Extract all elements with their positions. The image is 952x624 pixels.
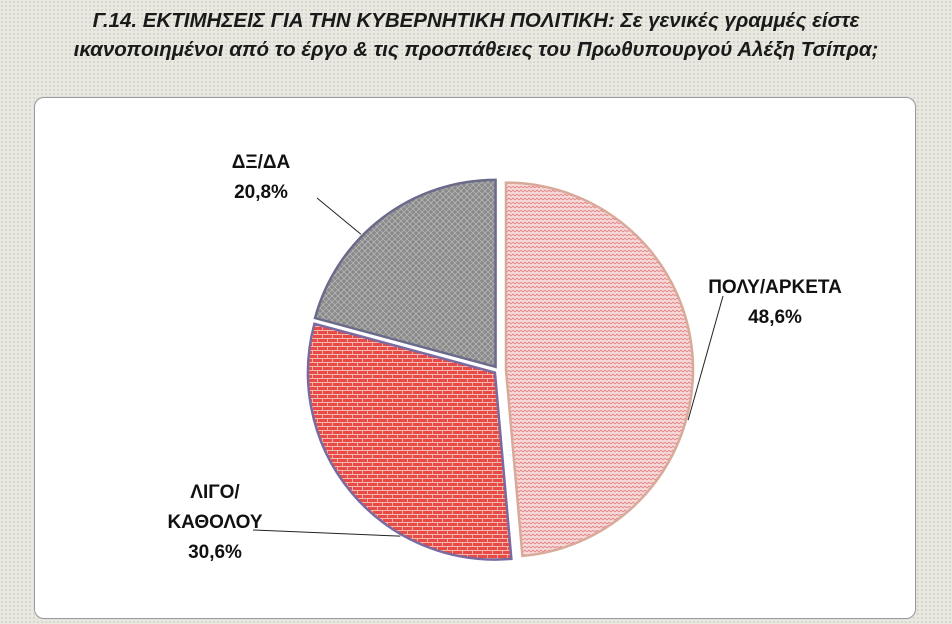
slice-value-label-0: 48,6%: [748, 307, 802, 328]
chart-title: Γ.14. ΕΚΤΙΜΗΣΕΙΣ ΓΙΑ ΤΗΝ ΚΥΒΕΡΝΗΤΙΚΗ ΠΟΛ…: [0, 6, 952, 64]
pie-slice-2: [313, 178, 497, 369]
slice-value-label-2: 20,8%: [234, 182, 288, 203]
chart-area: ΠΟΛΥ/ΑΡΚΕΤΑ 48,6% ΛΙΓΟ/ΚΑΘΟΛΟΥ 30,6% ΔΞ/ΔΑ 20…: [34, 97, 916, 619]
title-line-1: Γ.14. ΕΚΤΙΜΗΣΕΙΣ ΓΙΑ ΤΗΝ ΚΥΒΕΡΝΗΤΙΚΗ ΠΟΛ…: [92, 9, 860, 32]
leader-line-1: [252, 529, 401, 537]
pie-slice-1: [306, 322, 513, 561]
pie-slice-0: [504, 181, 695, 558]
slice-category-label-1: ΚΑΘΟΛΟΥ: [167, 512, 262, 533]
slice-category-label-0: ΠΟΛΥ/ΑΡΚΕΤΑ: [708, 277, 842, 298]
pie-chart: ΠΟΛΥ/ΑΡΚΕΤΑ 48,6% ΛΙΓΟ/ΚΑΘΟΛΟΥ 30,6% ΔΞ/ΔΑ 20…: [167, 152, 842, 563]
title-line-2: ικανοποιημένοι από το έργο & τις προσπάθ…: [73, 38, 879, 61]
leader-line-0: [687, 295, 724, 421]
slice-category-label-1: ΛΙΓΟ/: [190, 482, 240, 503]
slice-category-label-2: ΔΞ/ΔΑ: [232, 152, 291, 173]
leader-line-2: [316, 197, 362, 235]
slice-value-label-1: 30,6%: [188, 542, 242, 563]
